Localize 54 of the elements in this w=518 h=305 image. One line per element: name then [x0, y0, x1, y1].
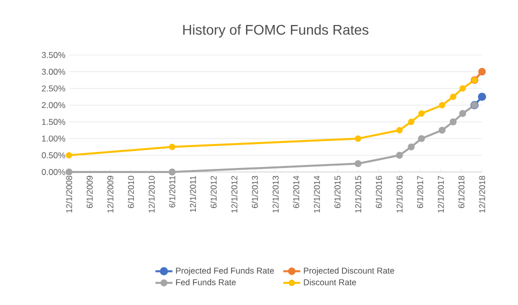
x-tick-label: 12/1/2016 — [396, 176, 403, 213]
x-tick-label: 12/1/2010 — [148, 176, 155, 213]
x-tick-label: 12/1/2014 — [314, 176, 320, 213]
legend-label: Projected Discount Rate — [304, 267, 394, 276]
x-tick-label: 6/1/2009 — [86, 176, 93, 208]
point — [450, 118, 457, 126]
y-tick-label: 1.00% — [42, 136, 66, 142]
y-tick-label: 1.50% — [42, 118, 66, 125]
point — [66, 168, 72, 176]
y-tick-label: 3.00% — [42, 68, 66, 75]
x-tick-label: 12/1/2017 — [438, 176, 444, 213]
legend-label: Discount Rate — [304, 279, 356, 286]
point — [450, 94, 456, 100]
point — [418, 110, 425, 117]
point — [354, 160, 362, 168]
x-tick-label: 6/1/2010 — [128, 176, 134, 208]
point — [438, 126, 446, 134]
x-tick-label: 12/1/2008 — [66, 176, 72, 213]
point — [418, 135, 425, 142]
y-tick-label: 2.00% — [42, 102, 66, 108]
point — [459, 110, 466, 117]
x-tick-label: 12/1/2012 — [231, 176, 238, 213]
x-tick-label: 6/1/2014 — [292, 176, 300, 208]
legend-label: Projected Fed Funds Rate — [176, 267, 274, 276]
point — [66, 152, 72, 158]
point — [408, 118, 414, 126]
chart-title: History of FOMC Funds Rates — [183, 24, 368, 38]
y-tick-label: 2.50% — [42, 85, 66, 92]
x-tick-label: 6/1/2011 — [169, 176, 176, 208]
point — [459, 85, 466, 92]
point — [408, 143, 415, 150]
x-tick-label: 12/1/2015 — [354, 176, 362, 213]
x-tick-label: 12/1/2009 — [107, 176, 114, 213]
x-tick-label: 6/1/2012 — [210, 176, 217, 208]
point — [438, 102, 446, 108]
x-tick-label: 6/1/2016 — [376, 176, 382, 208]
x-tick-label: 6/1/2018 — [458, 176, 464, 208]
x-tick-label: 12/1/2013 — [272, 176, 279, 213]
x-tick-label: 6/1/2013 — [252, 176, 258, 208]
point — [168, 144, 176, 150]
x-tick-label: 12/1/2018 — [478, 176, 486, 213]
point — [478, 92, 486, 101]
legend-label: Fed Funds Rate — [176, 279, 236, 286]
x-tick-label: 6/1/2017 — [416, 176, 424, 208]
y-tick-label: 0.00% — [42, 169, 66, 175]
y-tick-label: 0.50% — [42, 152, 66, 158]
point — [168, 168, 176, 176]
point — [396, 127, 403, 134]
point — [396, 152, 403, 159]
point — [354, 135, 362, 142]
point — [478, 68, 486, 76]
x-tick-label: 6/1/2015 — [334, 176, 340, 208]
y-tick-label: 3.50% — [42, 52, 66, 58]
x-tick-label: 12/1/2011 — [190, 176, 196, 212]
